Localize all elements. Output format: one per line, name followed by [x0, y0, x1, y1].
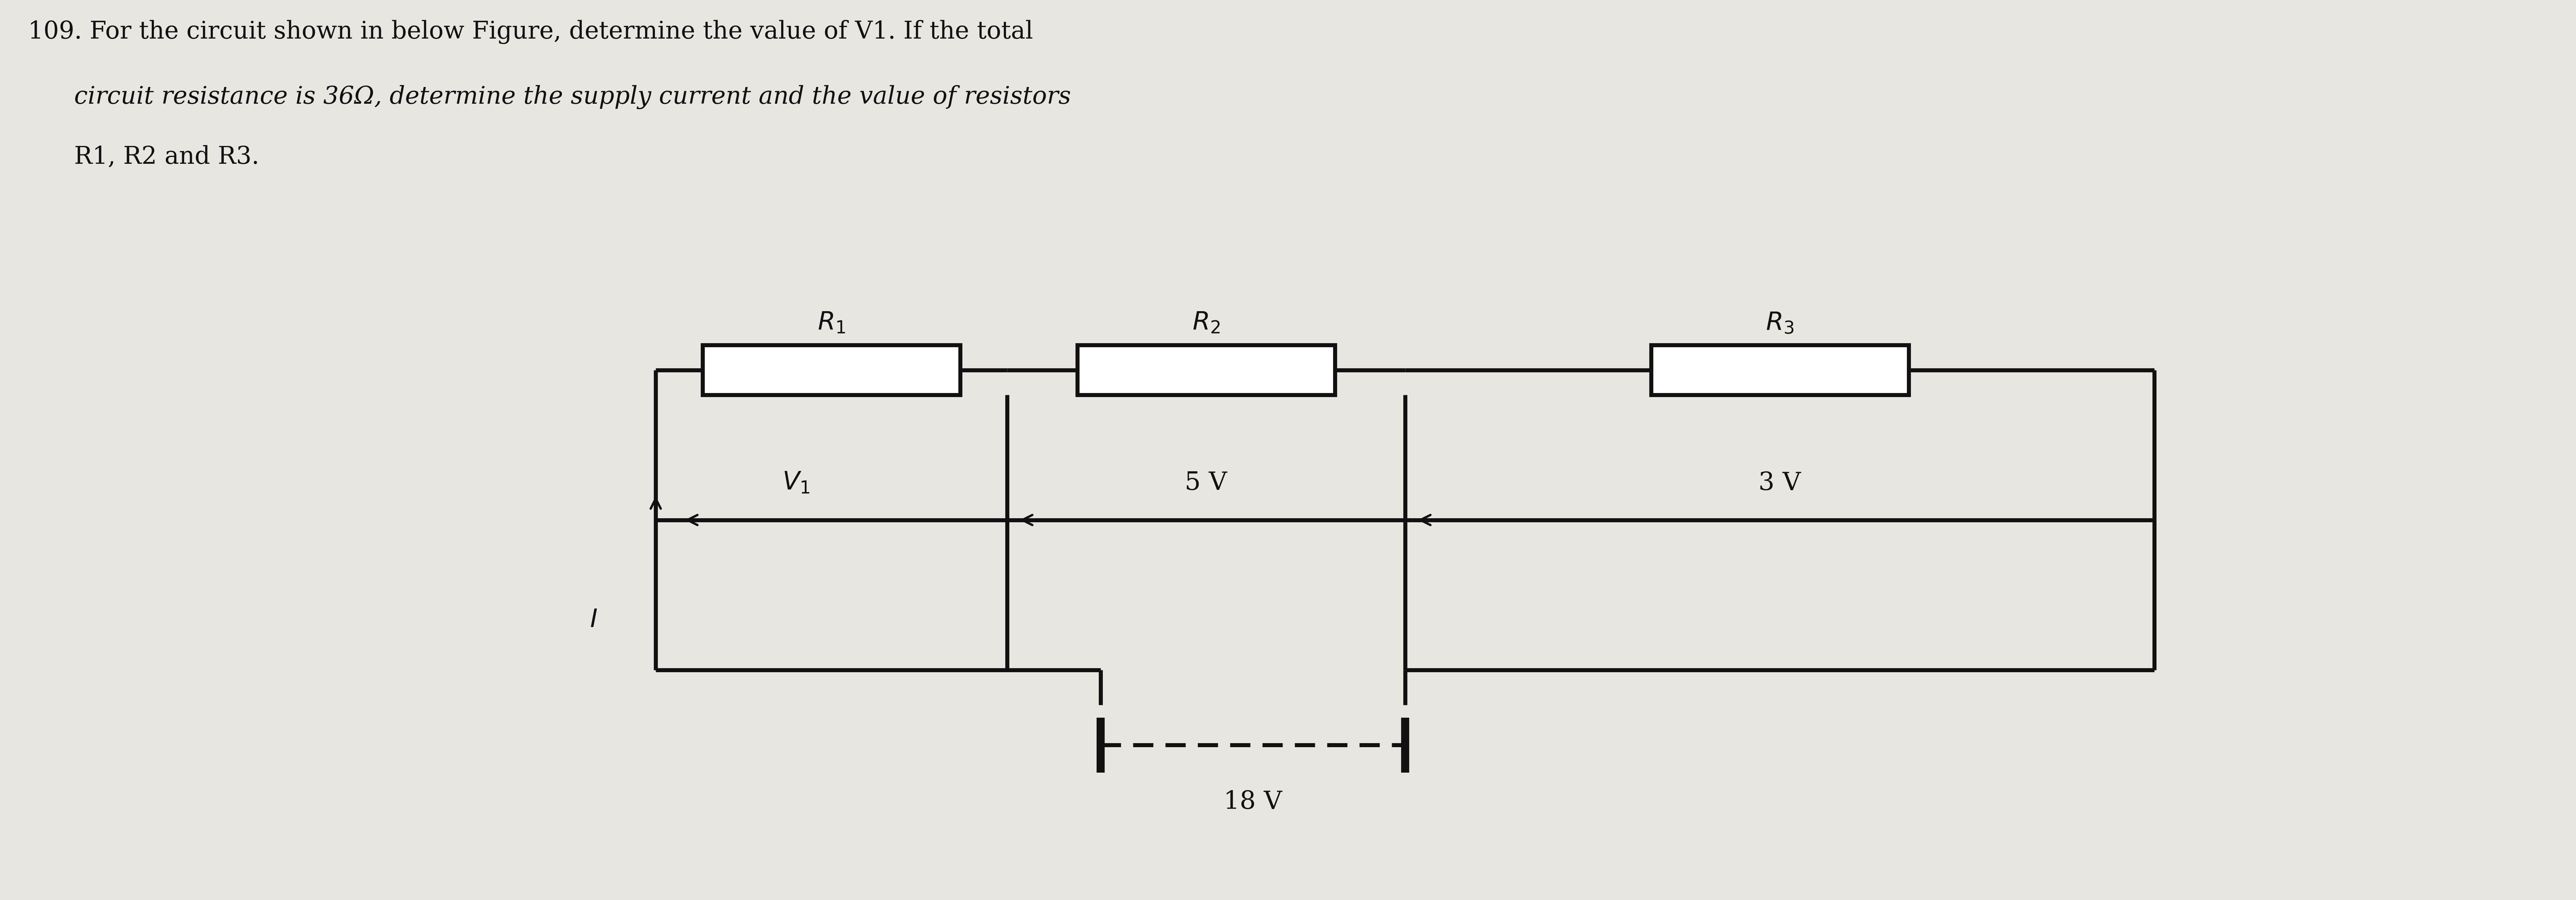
FancyBboxPatch shape — [703, 345, 961, 395]
Text: $R_3$: $R_3$ — [1765, 310, 1793, 335]
Text: 3 V: 3 V — [1759, 471, 1801, 495]
Text: $R_2$: $R_2$ — [1193, 310, 1221, 335]
Text: R1, R2 and R3.: R1, R2 and R3. — [28, 145, 260, 169]
FancyBboxPatch shape — [1077, 345, 1334, 395]
FancyBboxPatch shape — [1651, 345, 1909, 395]
Text: $I$: $I$ — [590, 608, 598, 632]
Text: $V_1$: $V_1$ — [783, 471, 809, 495]
Text: 109. For the circuit shown in below Figure, determine the value of V1. If the to: 109. For the circuit shown in below Figu… — [28, 20, 1033, 44]
Text: 18 V: 18 V — [1224, 790, 1283, 815]
Text: 5 V: 5 V — [1185, 471, 1226, 495]
Text: $R_1$: $R_1$ — [817, 310, 845, 335]
Text: circuit resistance is 36Ω, determine the supply current and the value of resisto: circuit resistance is 36Ω, determine the… — [28, 85, 1072, 109]
